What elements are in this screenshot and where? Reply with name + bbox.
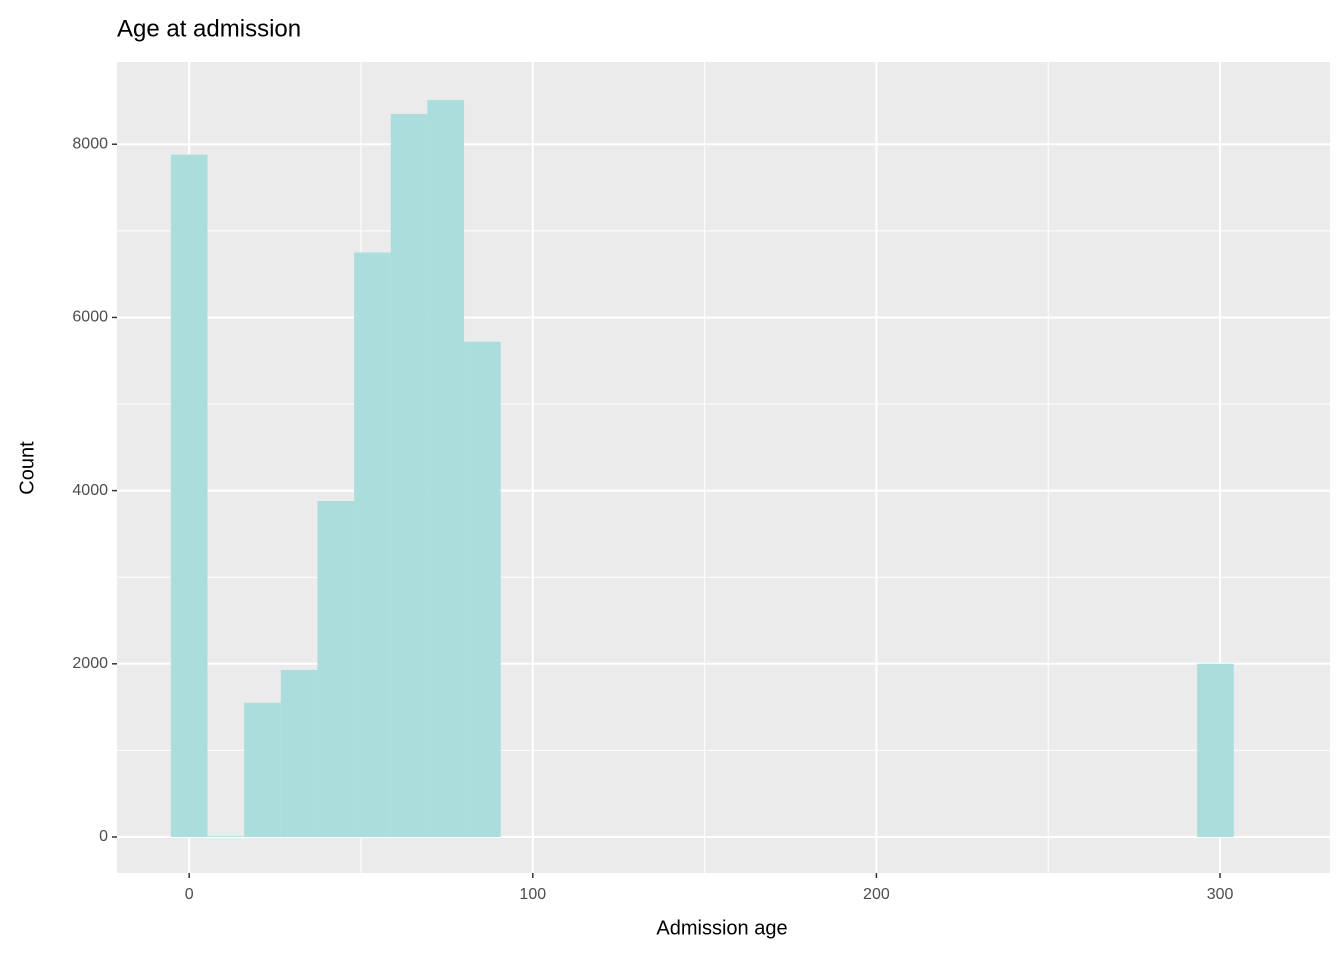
x-tick-label: 300	[1207, 886, 1234, 903]
bar	[1197, 663, 1234, 837]
bar	[280, 669, 318, 837]
y-tick-label: 2000	[72, 655, 108, 672]
x-tick-label: 0	[185, 886, 194, 903]
bar	[354, 252, 391, 837]
y-tick-label: 6000	[72, 309, 108, 326]
bar	[390, 113, 428, 837]
chart-title: Age at admission	[117, 15, 301, 42]
bar	[244, 702, 281, 837]
bar	[207, 836, 245, 837]
x-tick-label: 200	[863, 886, 890, 903]
bar	[427, 100, 465, 837]
bar	[464, 341, 501, 837]
y-tick-label: 4000	[72, 482, 108, 499]
y-tick-label: 8000	[72, 135, 108, 152]
x-tick-label: 100	[519, 886, 546, 903]
bar	[317, 501, 355, 837]
y-tick-label: 0	[99, 828, 108, 845]
x-axis-label: Admission age	[656, 917, 787, 939]
y-axis-label: Count	[16, 441, 38, 495]
bar	[170, 154, 208, 837]
